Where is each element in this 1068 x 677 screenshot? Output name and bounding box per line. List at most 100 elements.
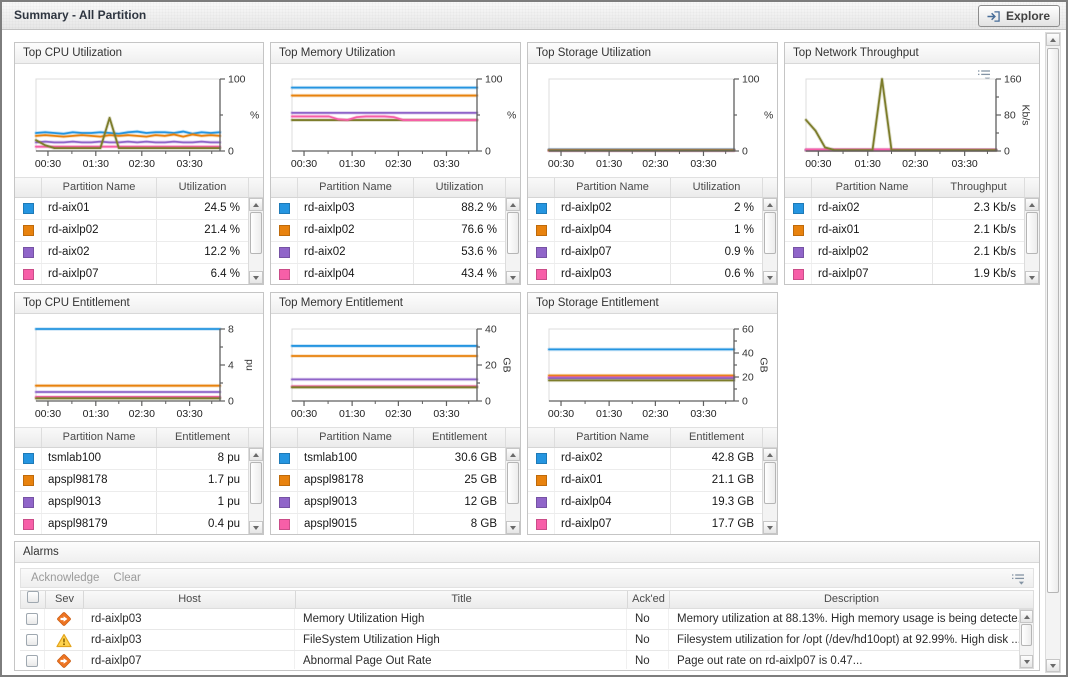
table-row[interactable]: apspl9013 12 GB bbox=[271, 492, 505, 514]
table-row[interactable]: rd-aix02 12.2 % bbox=[15, 242, 248, 264]
column-value: Entitlement bbox=[413, 428, 505, 447]
table-row[interactable]: rd-aix01 21.1 GB bbox=[528, 470, 762, 492]
table-row[interactable]: rd-aix01 2.1 Kb/s bbox=[785, 220, 1024, 242]
panel-title: Top Storage Entitlement bbox=[536, 297, 659, 309]
alarm-row[interactable]: rd-aixlp03 FileSystem Utilization High No F… bbox=[20, 630, 1019, 651]
value-cell: 43.4 % bbox=[413, 264, 505, 284]
table-scrollbar[interactable] bbox=[248, 198, 263, 284]
table-row[interactable]: apspl98178 25 GB bbox=[271, 470, 505, 492]
scroll-thumb[interactable] bbox=[1021, 624, 1032, 646]
table-scrollbar[interactable] bbox=[505, 448, 520, 534]
table-row[interactable]: tsmlab100 8 pu bbox=[15, 448, 248, 470]
table-row[interactable]: rd-aixlp02 2.1 Kb/s bbox=[785, 242, 1024, 264]
series-color-swatch bbox=[278, 247, 290, 258]
panel-header: Top Storage Utilization bbox=[528, 43, 777, 64]
table-scrollbar[interactable] bbox=[762, 198, 777, 284]
alarm-row-checkbox[interactable] bbox=[26, 613, 38, 625]
panel-top-storage-entitlement: Top Storage Entitlement 0 20 40 60 00:30 01:3… bbox=[527, 292, 778, 535]
column-partition-name: Partition Name bbox=[297, 178, 413, 197]
svg-text:02:30: 02:30 bbox=[642, 158, 668, 170]
partition-name-cell: tsmlab100 bbox=[41, 448, 156, 469]
table-header: Partition Name Throughput bbox=[785, 178, 1039, 198]
table-row[interactable]: apspl9015 8 GB bbox=[271, 514, 505, 534]
scroll-thumb[interactable] bbox=[764, 462, 776, 504]
scroll-up-button[interactable] bbox=[1020, 610, 1033, 623]
scroll-up-button[interactable] bbox=[1025, 198, 1039, 211]
alarm-description-cell: Memory utilization at 88.13%. High memor… bbox=[668, 609, 1019, 629]
table-row[interactable]: rd-aixlp02 21.4 % bbox=[15, 220, 248, 242]
alarm-row[interactable]: rd-aixlp03 Memory Utilization High No Memor… bbox=[20, 609, 1019, 630]
scroll-down-icon bbox=[767, 525, 773, 530]
column-partition-name: Partition Name bbox=[41, 178, 156, 197]
table-row[interactable]: rd-aixlp07 6.4 % bbox=[15, 264, 248, 284]
table-row[interactable]: rd-aixlp04 1 % bbox=[528, 220, 762, 242]
acknowledge-button[interactable]: Acknowledge bbox=[31, 572, 100, 584]
scroll-up-button[interactable] bbox=[506, 198, 520, 211]
table-row[interactable]: rd-aix02 2.3 Kb/s bbox=[785, 198, 1024, 220]
scroll-down-button[interactable] bbox=[1025, 271, 1039, 284]
table-scrollbar[interactable] bbox=[762, 448, 777, 534]
scroll-up-button[interactable] bbox=[249, 448, 263, 461]
scroll-thumb[interactable] bbox=[1047, 48, 1059, 593]
alarm-row[interactable]: rd-aixlp07 Abnormal Page Out Rate No Page o… bbox=[20, 651, 1019, 669]
table-row[interactable]: rd-aixlp03 0.6 % bbox=[528, 264, 762, 284]
scroll-up-button[interactable] bbox=[763, 448, 777, 461]
scroll-down-button[interactable] bbox=[249, 521, 263, 534]
table-row[interactable]: rd-aix02 53.6 % bbox=[271, 242, 505, 264]
explore-button[interactable]: Explore bbox=[977, 5, 1060, 27]
alarm-row-checkbox[interactable] bbox=[26, 655, 38, 667]
panel-top-cpu-utilization: Top CPU Utilization 0 100 00:30 01:30 02:30 0… bbox=[14, 42, 264, 285]
scroll-down-button[interactable] bbox=[763, 521, 777, 534]
alarm-title-cell: Abnormal Page Out Rate bbox=[294, 651, 626, 669]
select-all-checkbox[interactable] bbox=[27, 591, 39, 603]
scroll-down-button[interactable] bbox=[763, 271, 777, 284]
table-row[interactable]: rd-aixlp07 17.7 GB bbox=[528, 514, 762, 534]
alarm-row-checkbox[interactable] bbox=[26, 634, 38, 646]
scroll-thumb[interactable] bbox=[507, 462, 519, 504]
scroll-thumb[interactable] bbox=[507, 212, 519, 254]
table-row[interactable]: rd-aixlp07 1.9 Kb/s bbox=[785, 264, 1024, 284]
table-row[interactable]: rd-aixlp04 19.3 GB bbox=[528, 492, 762, 514]
table-scrollbar[interactable] bbox=[248, 448, 263, 534]
scroll-down-button[interactable] bbox=[249, 271, 263, 284]
scroll-up-button[interactable] bbox=[249, 198, 263, 211]
scroll-up-button[interactable] bbox=[763, 198, 777, 211]
table-row[interactable]: rd-aix01 24.5 % bbox=[15, 198, 248, 220]
table-row[interactable]: rd-aixlp02 2 % bbox=[528, 198, 762, 220]
table-row[interactable]: rd-aixlp04 43.4 % bbox=[271, 264, 505, 284]
table-row[interactable]: rd-aixlp02 76.6 % bbox=[271, 220, 505, 242]
scroll-thumb[interactable] bbox=[764, 212, 776, 254]
table-scrollbar[interactable] bbox=[505, 198, 520, 284]
table-row[interactable]: rd-aixlp03 88.2 % bbox=[271, 198, 505, 220]
alarms-scrollbar[interactable] bbox=[1019, 609, 1034, 669]
page-scrollbar[interactable] bbox=[1045, 32, 1061, 673]
clear-button[interactable]: Clear bbox=[113, 572, 141, 584]
scroll-up-button[interactable] bbox=[506, 448, 520, 461]
table-row[interactable]: tsmlab100 30.6 GB bbox=[271, 448, 505, 470]
table-scrollbar[interactable] bbox=[1024, 198, 1039, 284]
scroll-up-button[interactable] bbox=[1046, 33, 1060, 46]
partition-name-cell: apspl9013 bbox=[41, 492, 156, 513]
table-row[interactable]: apspl98179 0.4 pu bbox=[15, 514, 248, 534]
scroll-thumb[interactable] bbox=[250, 212, 262, 254]
partition-name-cell: apspl9015 bbox=[297, 514, 413, 534]
series-color-swatch bbox=[278, 497, 290, 508]
partition-name-cell: tsmlab100 bbox=[297, 448, 413, 469]
table-row[interactable]: apspl98178 1.7 pu bbox=[15, 470, 248, 492]
scroll-down-button[interactable] bbox=[506, 271, 520, 284]
scroll-down-button[interactable] bbox=[1020, 655, 1033, 668]
alarm-acked-cell: No bbox=[626, 651, 668, 669]
series-color-swatch bbox=[22, 519, 34, 530]
partition-name-cell: rd-aix01 bbox=[811, 220, 932, 241]
svg-text:00:30: 00:30 bbox=[291, 408, 317, 420]
scroll-down-button[interactable] bbox=[1046, 659, 1060, 672]
partition-name-cell: rd-aixlp07 bbox=[811, 264, 932, 284]
scroll-down-button[interactable] bbox=[506, 521, 520, 534]
table-row[interactable]: rd-aix02 42.8 GB bbox=[528, 448, 762, 470]
alarms-options-icon[interactable] bbox=[1011, 573, 1025, 585]
table-row[interactable]: rd-aixlp07 0.9 % bbox=[528, 242, 762, 264]
svg-text:00:30: 00:30 bbox=[291, 158, 317, 170]
table-row[interactable]: apspl9013 1 pu bbox=[15, 492, 248, 514]
scroll-thumb[interactable] bbox=[250, 462, 262, 504]
scroll-thumb[interactable] bbox=[1026, 212, 1038, 254]
